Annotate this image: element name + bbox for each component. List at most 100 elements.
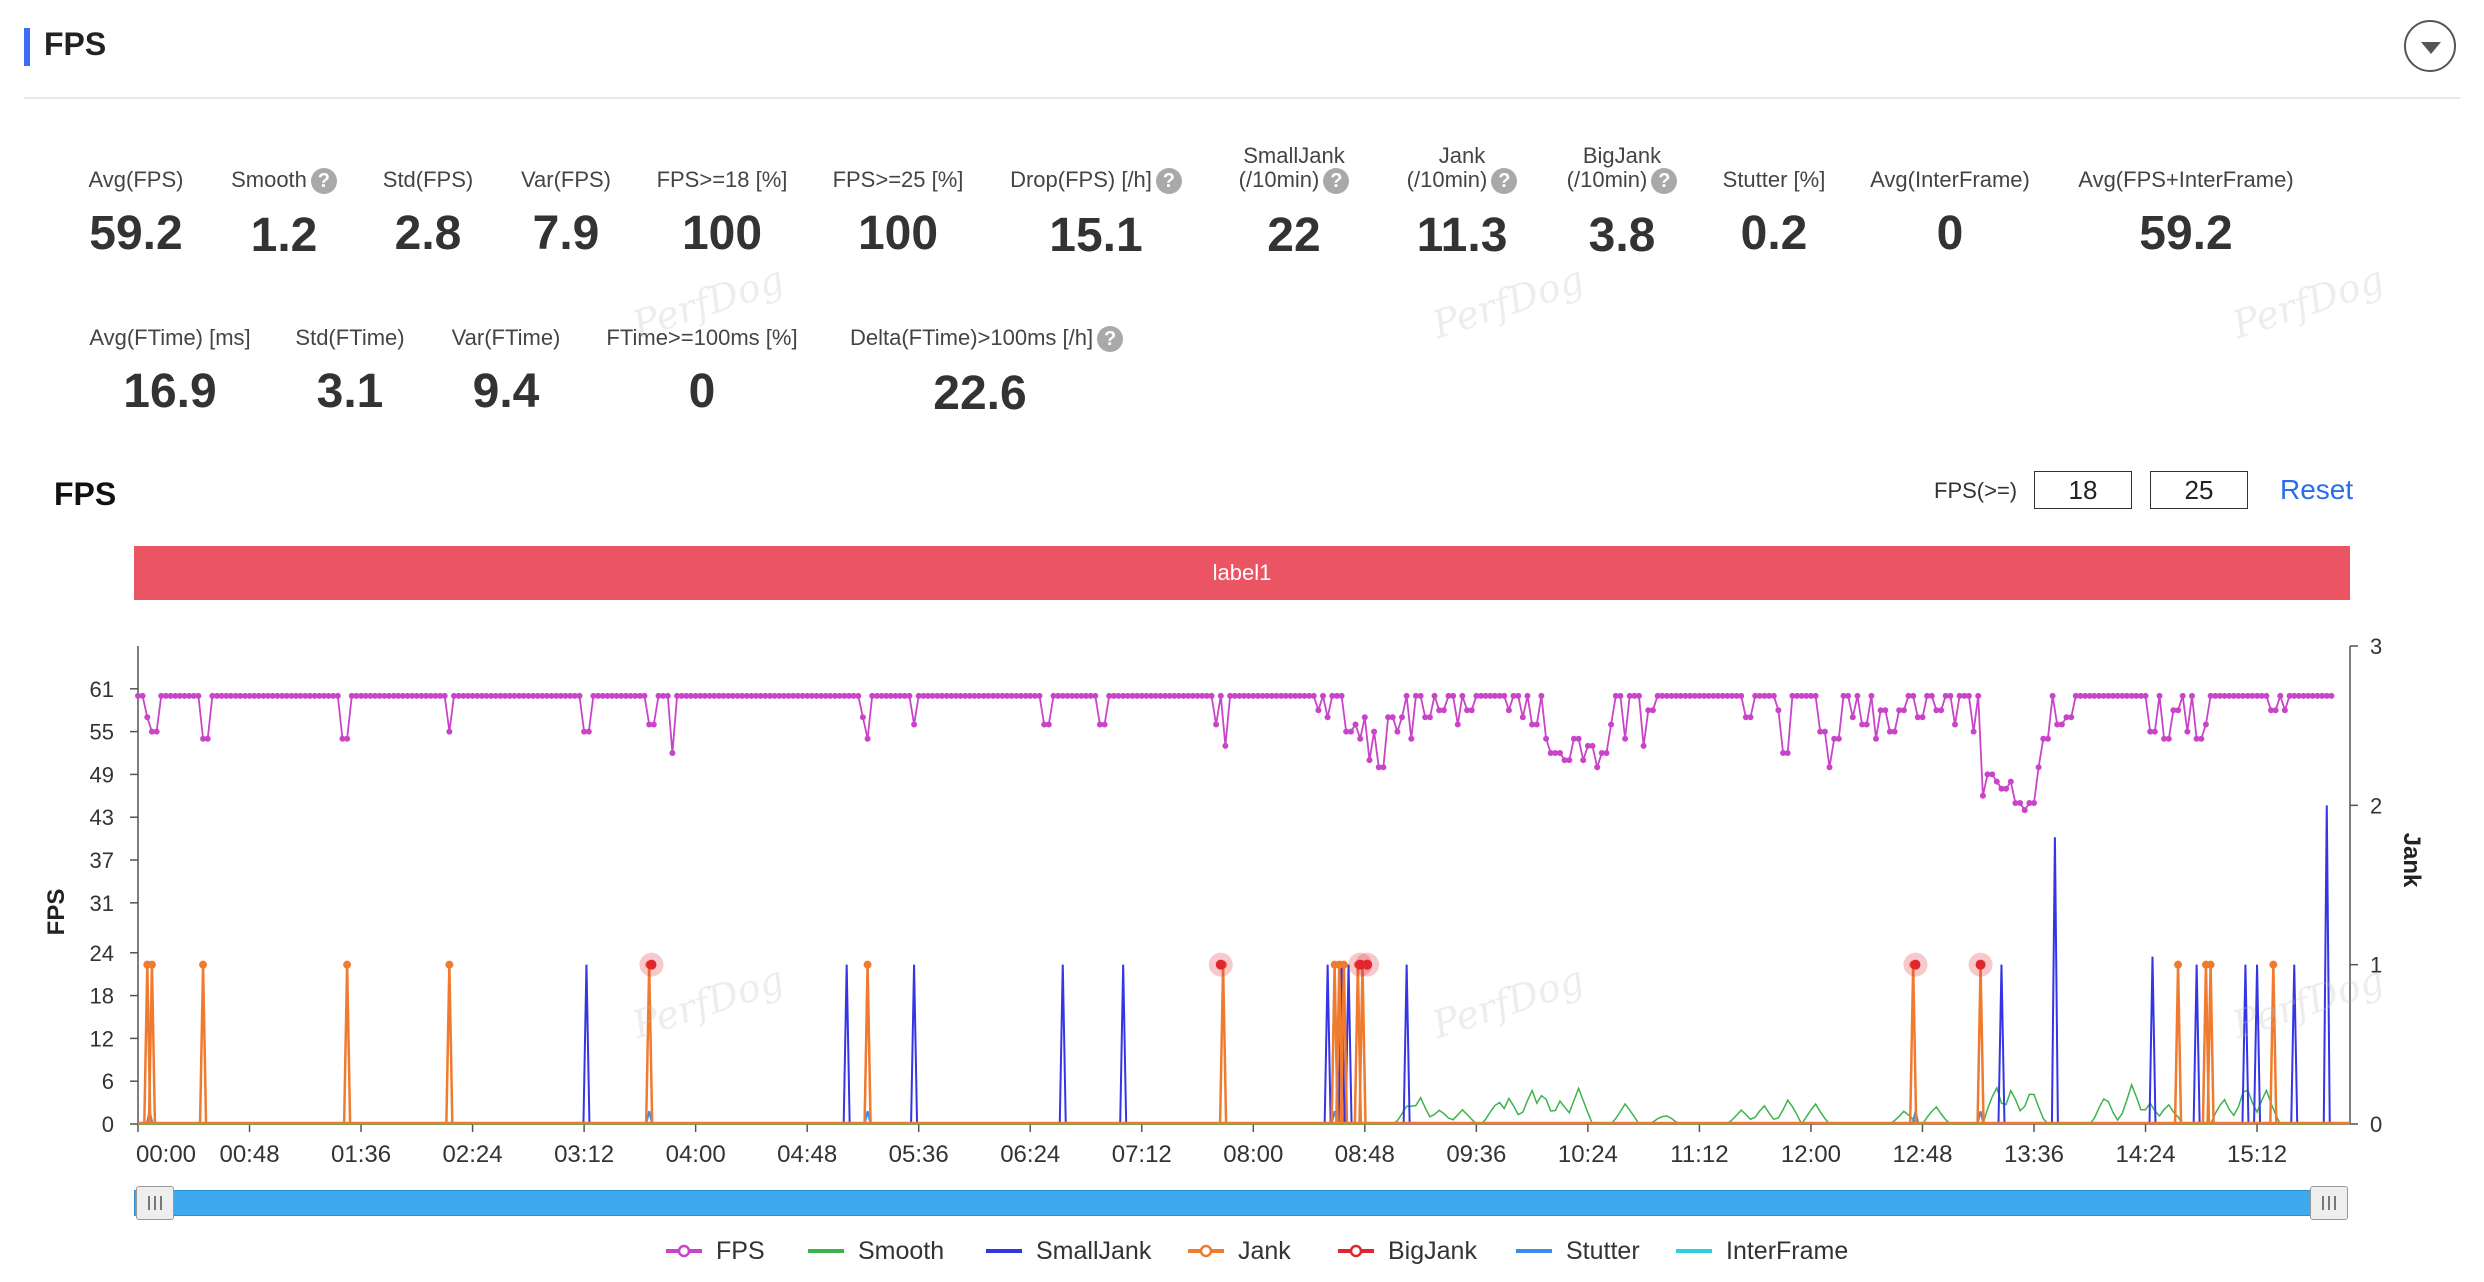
- series-fps-point: [195, 692, 202, 699]
- series-fps-point: [372, 692, 378, 699]
- series-fps-point: [1622, 735, 1629, 742]
- series-fps-point: [785, 692, 792, 699]
- series-fps-point: [283, 692, 290, 699]
- series-fps-point: [1835, 735, 1842, 742]
- help-icon[interactable]: ?: [1155, 168, 1182, 195]
- series-fps-point: [1640, 742, 1647, 749]
- legend-item-interframe[interactable]: InterFrame: [1676, 1234, 1848, 1268]
- metric-label-unit: (/10min): [1238, 167, 1320, 192]
- fps-threshold-high-input[interactable]: [2150, 471, 2248, 509]
- metric-label: Var(FTime): [376, 326, 636, 350]
- help-icon[interactable]: ?: [1491, 168, 1518, 195]
- series-fps-point: [767, 692, 773, 699]
- series-bigjank-point: [646, 959, 657, 970]
- legend-item-jank[interactable]: Jank: [1188, 1234, 1291, 1268]
- series-fps-point: [813, 692, 820, 699]
- series-fps-point: [176, 692, 183, 699]
- metric-label: Smooth?: [154, 168, 414, 195]
- series-fps-point: [1004, 692, 1010, 699]
- series-fps-point: [1524, 692, 1531, 699]
- series-fps-point: [1278, 692, 1285, 699]
- header-divider: [24, 97, 2460, 99]
- series-smooth-line: [138, 1082, 2332, 1126]
- help-icon[interactable]: ?: [1097, 326, 1124, 353]
- series-jank-spike: [863, 964, 872, 1125]
- series-fps-point: [897, 692, 904, 699]
- series-fps-point: [2161, 735, 2168, 742]
- series-fps-point: [990, 692, 997, 699]
- series-fps-point: [2058, 721, 2065, 728]
- help-icon[interactable]: ?: [1651, 168, 1678, 195]
- series-fps-point: [581, 728, 588, 735]
- series-fps-point: [1347, 728, 1354, 735]
- series-fps-point: [1380, 764, 1387, 771]
- series-fps-point: [2054, 721, 2061, 728]
- legend-item-bigjank[interactable]: BigJank: [1338, 1234, 1477, 1268]
- series-fps-point: [1529, 721, 1536, 728]
- series-fps-point: [846, 692, 852, 699]
- series-fps-point: [1468, 707, 1475, 714]
- y-right-axis-title: Jank: [2398, 833, 2425, 888]
- series-fps-point: [311, 692, 318, 699]
- collapse-button[interactable]: [2404, 20, 2456, 72]
- metric-label-text: FPS>=25 [%]: [832, 167, 964, 192]
- x-tick-label: 05:36: [889, 1141, 949, 1168]
- legend-item-smooth[interactable]: Smooth: [808, 1234, 944, 1268]
- series-fps-point: [827, 692, 834, 699]
- help-icon[interactable]: ?: [310, 168, 337, 195]
- legend-item-stutter[interactable]: Stutter: [1516, 1234, 1640, 1268]
- series-fps-point: [200, 735, 207, 742]
- series-fps-point: [729, 692, 736, 699]
- series-fps-point: [1794, 692, 1800, 699]
- series-fps-point: [437, 692, 444, 699]
- series-fps-point: [1366, 757, 1373, 764]
- series-fps-point: [1961, 692, 1968, 699]
- series-fps-point: [1041, 721, 1048, 728]
- metric-value: 0.2: [1740, 207, 1808, 260]
- reset-button[interactable]: Reset: [2280, 474, 2354, 505]
- series-fps-point: [1138, 692, 1145, 699]
- series-fps-point: [1849, 714, 1856, 721]
- series-fps-point: [1227, 692, 1234, 699]
- series-fps-point: [1738, 692, 1745, 699]
- metric-metrics_row1-8: Jank (/10min)? 11.3: [1332, 144, 1592, 263]
- time-range-slider[interactable]: [134, 1190, 2348, 1216]
- series-fps-point: [641, 692, 648, 699]
- slider-handle-left[interactable]: [136, 1186, 174, 1220]
- series-fps-point: [1840, 692, 1847, 699]
- x-tick-label: 11:12: [1670, 1141, 1728, 1168]
- fps-threshold-low-input[interactable]: [2034, 471, 2132, 509]
- series-fps-point: [1422, 714, 1429, 721]
- label-band[interactable]: label1: [134, 546, 2350, 600]
- series-fps-point: [1296, 692, 1303, 699]
- metric-metrics_row1-9: BigJank (/10min)? 3.8: [1492, 144, 1752, 263]
- legend-item-smalljank[interactable]: SmallJank: [986, 1234, 1151, 1268]
- legend-item-fps[interactable]: FPS: [666, 1234, 765, 1268]
- series-fps-point: [1557, 750, 1563, 756]
- series-smalljank-spike: [582, 964, 591, 1125]
- metric-label: SmallJank (/10min)?: [1164, 144, 1424, 195]
- series-fps-point: [1561, 757, 1568, 764]
- series-fps-point: [265, 692, 272, 699]
- series-fps-point: [241, 692, 248, 699]
- series-fps-point: [1868, 692, 1875, 699]
- series-fps-point: [1324, 714, 1331, 721]
- series-fps-point: [2212, 692, 2219, 699]
- series-fps-point: [1320, 692, 1326, 699]
- series-fps-point: [2300, 692, 2307, 699]
- page-title: FPS: [44, 26, 107, 62]
- series-fps-point: [762, 692, 769, 699]
- series-fps-point: [2072, 692, 2079, 699]
- slider-handle-right[interactable]: [2310, 1186, 2348, 1220]
- series-fps-point: [1505, 707, 1512, 714]
- series-fps-point: [1780, 750, 1787, 756]
- series-fps-point: [929, 692, 936, 699]
- series-fps-point: [1189, 692, 1196, 699]
- series-fps-point: [2235, 692, 2242, 699]
- series-fps-point: [1673, 692, 1680, 699]
- help-icon[interactable]: ?: [1323, 168, 1350, 195]
- series-fps-point: [135, 692, 141, 699]
- series-fps-point: [1510, 692, 1517, 699]
- series-fps-point: [799, 692, 806, 699]
